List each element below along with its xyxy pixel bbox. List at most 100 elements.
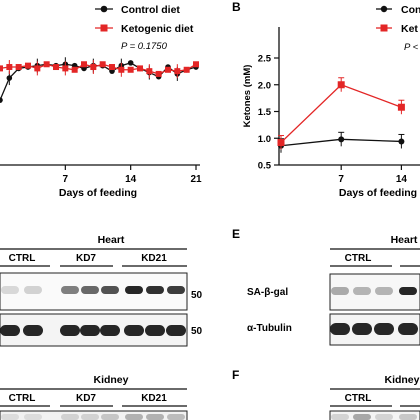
panel-f-label: F bbox=[232, 368, 239, 382]
blot-d-heart-target-band bbox=[1, 286, 19, 294]
blot-d-heart-target-band bbox=[81, 286, 99, 294]
panel-a-legend: Control diet Ketogenic diet P = 0.1750 bbox=[95, 4, 194, 52]
panel-a-point-control bbox=[127, 60, 134, 66]
panel-b-x-tick-label: 7 bbox=[338, 174, 344, 185]
legend-b-ketogenic-marker bbox=[380, 24, 388, 32]
panel-a-point-ketogenic bbox=[165, 66, 171, 73]
blot-f-group-ctrl: CTRL bbox=[345, 393, 372, 404]
panel-a-point-ketogenic bbox=[109, 64, 115, 71]
panel-b-point-control bbox=[338, 136, 345, 143]
blot-e-sa-beta-gal-band bbox=[331, 287, 349, 295]
blot-panel-e: E Heart CTRL SA-β-gal α-Tubulin bbox=[232, 227, 420, 346]
panel-a-point-ketogenic bbox=[0, 65, 3, 72]
blot-d-marker-50-top: 50 bbox=[191, 290, 203, 301]
legend-b-control-marker bbox=[380, 5, 388, 13]
legend-ketogenic-label: Ketogenic diet bbox=[121, 23, 194, 35]
panel-b-p-value: P < bbox=[404, 42, 419, 53]
blot-d-kidney-band bbox=[81, 414, 99, 420]
panel-a-point-ketogenic bbox=[15, 64, 22, 71]
blot-d-kidney-membrane bbox=[0, 410, 188, 420]
blot-d-kidney-group-kd7: KD7 bbox=[76, 393, 96, 404]
blot-e-tubulin-band bbox=[398, 323, 418, 335]
panel-a-point-ketogenic bbox=[53, 64, 59, 71]
blot-d-heart-loading-band bbox=[100, 325, 120, 336]
panel-b-y-tick-label: 1.0 bbox=[258, 134, 271, 145]
blot-e-tubulin-band bbox=[330, 323, 350, 335]
blot-d-heart-target-band bbox=[146, 286, 164, 294]
blot-e-row-tubulin: α-Tubulin bbox=[247, 323, 292, 334]
blot-d-heart-target-band bbox=[61, 286, 79, 294]
panel-a-point-ketogenic bbox=[81, 61, 87, 68]
panel-a-x-tick-label: 7 bbox=[63, 174, 69, 185]
blot-f-kidney-band bbox=[375, 414, 393, 420]
panel-a-series-line bbox=[0, 63, 197, 75]
panel-b-y-tick-label: 0.5 bbox=[258, 161, 272, 172]
blot-d-heart-target-band bbox=[125, 286, 143, 294]
panel-a-xlabel: Days of feeding bbox=[59, 187, 137, 199]
blot-e-tubulin-band bbox=[374, 323, 394, 335]
legend-b-control-label: Contro bbox=[401, 4, 420, 16]
blot-d-kidney-band bbox=[61, 414, 79, 420]
chart-panel-b: B 0.5 1.0 1.5 2.0 2.5 7 14 Ketones (mM) Days o… bbox=[232, 0, 420, 199]
blot-d-heart-target-band bbox=[167, 286, 185, 294]
blot-d-heart-loading-band bbox=[23, 325, 43, 336]
panel-a-point-ketogenic bbox=[118, 66, 125, 73]
panel-a-x-tick-label: 14 bbox=[125, 174, 137, 185]
panel-b-xlabel: Days of feeding bbox=[339, 187, 417, 199]
panel-a-point-ketogenic bbox=[146, 68, 153, 75]
blot-d-heart-loading-band bbox=[145, 325, 165, 336]
blot-d-kidney-group-ctrl: CTRL bbox=[9, 393, 36, 404]
panel-a-point-ketogenic bbox=[137, 65, 143, 72]
blot-d-marker-50-bottom: 50 bbox=[191, 326, 203, 337]
legend-control-label: Control diet bbox=[121, 4, 180, 16]
blot-e-tubulin-band bbox=[352, 323, 372, 335]
panel-a-point-ketogenic bbox=[127, 66, 134, 73]
blot-f-kidney-title: Kidney bbox=[384, 374, 419, 386]
panel-e-label: E bbox=[232, 227, 240, 241]
blot-d-kidney-band bbox=[146, 414, 164, 420]
blot-d-heart-loading-band bbox=[166, 325, 186, 336]
chart-panel-a: 7 14 21 Days of feeding Control diet Ketog… bbox=[0, 4, 202, 199]
blot-d-kidney-band bbox=[167, 414, 185, 420]
panel-a-point-ketogenic bbox=[174, 68, 181, 75]
blot-panel-d: Heart CTRL KD7 KD21 50 50 Kidney CTRL KD… bbox=[0, 234, 203, 420]
panel-a-point-control bbox=[0, 97, 3, 103]
panel-b-point-control bbox=[398, 138, 405, 145]
blot-d-heart-loading-band bbox=[60, 325, 80, 336]
blot-d-heart-group-kd7: KD7 bbox=[76, 253, 96, 264]
blot-f-kidney-band bbox=[399, 414, 417, 420]
panel-a-point-ketogenic bbox=[193, 61, 199, 68]
blot-d-kidney-band bbox=[1, 414, 19, 420]
panel-b-point-ketogenic bbox=[397, 103, 405, 111]
panel-a-point-ketogenic bbox=[34, 65, 41, 72]
panel-b-ylabel: Ketones (mM) bbox=[242, 65, 253, 128]
panel-b-y-tick-label: 2.5 bbox=[258, 54, 272, 65]
legend-ketogenic-marker bbox=[100, 24, 108, 32]
panel-a-point-ketogenic bbox=[90, 64, 97, 71]
blot-d-heart-title: Heart bbox=[98, 234, 125, 246]
legend-control-marker bbox=[100, 5, 108, 13]
panel-a-point-ketogenic bbox=[71, 66, 78, 73]
panel-a-point-ketogenic bbox=[155, 70, 162, 77]
blot-e-sa-beta-gal-band bbox=[353, 287, 371, 295]
blot-f-kidney-band bbox=[331, 414, 349, 420]
blot-e-group-ctrl: CTRL bbox=[345, 253, 372, 264]
panel-b-label: B bbox=[232, 0, 241, 14]
blot-d-heart-target-band bbox=[101, 286, 119, 294]
blot-d-kidney-band bbox=[101, 414, 119, 420]
blot-d-heart-loading-band bbox=[0, 325, 20, 336]
blot-d-kidney-band bbox=[24, 414, 42, 420]
legend-b-ketogenic-label: Ket bbox=[401, 23, 418, 35]
panel-b-point-ketogenic bbox=[337, 81, 345, 89]
blot-d-kidney-title: Kidney bbox=[93, 374, 128, 386]
blot-d-heart-loading-band bbox=[124, 325, 144, 336]
panel-a-point-control bbox=[6, 75, 13, 81]
blot-d-heart-target-band bbox=[24, 286, 42, 294]
blot-panel-f: F Kidney CTRL bbox=[232, 368, 420, 420]
blot-d-heart-group-kd21: KD21 bbox=[141, 253, 167, 264]
blot-d-heart-loading-band bbox=[80, 325, 100, 336]
panel-a-x-tick-label: 21 bbox=[190, 174, 202, 185]
panel-b-point-ketogenic bbox=[277, 139, 285, 147]
blot-e-sa-beta-gal-band bbox=[375, 287, 393, 295]
